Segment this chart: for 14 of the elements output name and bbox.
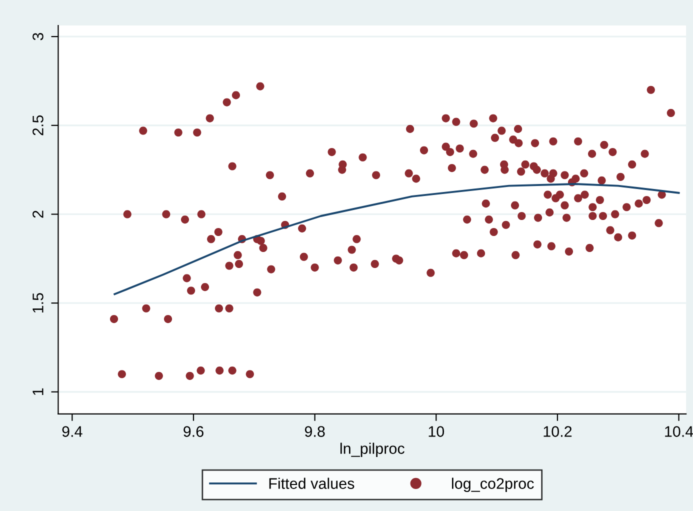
x-tick-label: 9.8 <box>304 426 325 437</box>
y-tick-label: 2 <box>32 210 44 218</box>
legend-label: Fitted values <box>269 478 354 489</box>
y-tick-label: 3 <box>32 32 44 40</box>
x-tick-label: 10.2 <box>544 426 572 437</box>
x-tick-label: 10 <box>428 426 444 437</box>
y-tick-label: 2.5 <box>32 115 44 136</box>
x-tick-label: 9.6 <box>184 426 204 437</box>
legend-label: log_co2proc <box>452 478 534 492</box>
x-tick-label: 10.4 <box>665 426 693 437</box>
x-tick-label: 9.4 <box>62 426 82 437</box>
x-axis-title: ln_pilproc <box>340 442 404 457</box>
y-tick-label: 1.5 <box>32 293 44 313</box>
y-tick-label: 1 <box>32 388 44 395</box>
